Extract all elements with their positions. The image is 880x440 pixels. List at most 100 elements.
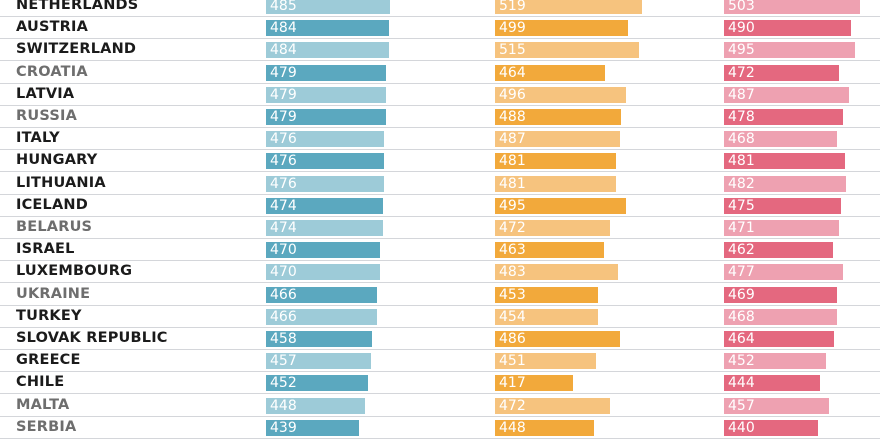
score-value-label: 457 xyxy=(270,353,297,370)
country-label: AUSTRIA xyxy=(16,19,89,36)
country-label: MALTA xyxy=(16,396,70,413)
score-value-label: 481 xyxy=(499,175,526,192)
score-bar: 472 xyxy=(495,397,611,414)
table-row: RUSSIA 479 488 478 xyxy=(0,106,880,128)
score-value-label: 490 xyxy=(728,20,755,37)
table-row: ITALY 476 487 468 xyxy=(0,128,880,151)
score-value-label: 417 xyxy=(499,375,526,392)
score-bar: 481 xyxy=(495,153,617,170)
score-value-label: 479 xyxy=(270,64,297,81)
score-bar: 466 xyxy=(266,286,378,303)
score-value-label: 448 xyxy=(499,419,526,436)
score-value-label: 470 xyxy=(270,242,297,259)
score-bar: 452 xyxy=(724,353,826,370)
score-bar: 490 xyxy=(724,20,852,37)
score-value-label: 495 xyxy=(728,42,755,59)
table-row: MALTA 448 472 457 xyxy=(0,395,880,417)
country-label: ICELAND xyxy=(16,196,88,213)
country-label: UKRAINE xyxy=(16,285,91,302)
score-value-label: 474 xyxy=(270,197,297,214)
score-value-label: 471 xyxy=(728,220,755,236)
score-value-label: 475 xyxy=(728,197,755,214)
score-bar: 474 xyxy=(266,197,383,214)
country-label: TURKEY xyxy=(16,307,82,324)
score-bar: 483 xyxy=(495,264,618,281)
score-value-label: 468 xyxy=(728,308,755,325)
country-label: GREECE xyxy=(16,352,81,369)
score-bar: 476 xyxy=(266,175,384,192)
table-row: LUXEMBOURG 470 483 477 xyxy=(0,261,880,284)
score-value-label: 439 xyxy=(270,419,297,436)
score-bar: 417 xyxy=(495,375,574,392)
score-value-label: 470 xyxy=(270,264,297,281)
score-bar: 470 xyxy=(266,264,380,281)
table-row: UKRAINE 466 453 469 xyxy=(0,284,880,306)
score-value-label: 464 xyxy=(499,64,526,81)
table-row: CHILE 452 417 444 xyxy=(0,372,880,395)
table-row: SERBIA 439 448 440 xyxy=(0,417,880,439)
score-bar: 468 xyxy=(724,308,837,325)
score-bar: 479 xyxy=(266,86,386,103)
score-bar: 463 xyxy=(495,242,605,259)
score-value-label: 499 xyxy=(499,20,526,37)
score-bar: 475 xyxy=(724,197,842,214)
score-bar: 464 xyxy=(495,64,605,81)
score-bar: 496 xyxy=(495,86,627,103)
score-bar: 454 xyxy=(495,308,599,325)
country-label: RUSSIA xyxy=(16,108,77,124)
score-bar: 457 xyxy=(266,353,372,370)
country-label: SWITZERLAND xyxy=(16,41,137,58)
score-value-label: 472 xyxy=(728,64,755,81)
score-value-label: 451 xyxy=(499,353,526,370)
country-label: CHILE xyxy=(16,374,65,391)
score-bar: 440 xyxy=(724,419,818,436)
score-bar: 515 xyxy=(495,42,640,59)
score-bar: 474 xyxy=(266,220,383,236)
score-value-label: 472 xyxy=(499,220,526,236)
score-value-label: 478 xyxy=(728,109,755,125)
table-row: ISRAEL 470 463 462 xyxy=(0,239,880,262)
score-value-label: 476 xyxy=(270,131,297,148)
score-value-label: 481 xyxy=(728,153,755,170)
score-bar: 481 xyxy=(495,175,617,192)
score-value-label: 486 xyxy=(499,331,526,347)
score-value-label: 515 xyxy=(499,42,526,59)
score-value-label: 466 xyxy=(270,308,297,325)
country-label: BELARUS xyxy=(16,219,93,235)
score-value-label: 464 xyxy=(728,331,755,347)
score-value-label: 487 xyxy=(728,86,755,103)
score-value-label: 487 xyxy=(499,131,526,148)
score-value-label: 519 xyxy=(499,0,526,14)
table-row: ICELAND 474 495 475 xyxy=(0,195,880,217)
score-bar: 479 xyxy=(266,64,386,81)
score-value-label: 453 xyxy=(499,286,526,303)
score-value-label: 458 xyxy=(270,331,297,347)
score-value-label: 484 xyxy=(270,42,297,59)
score-bar: 499 xyxy=(495,20,629,37)
score-value-label: 448 xyxy=(270,397,297,414)
score-bar: 478 xyxy=(724,109,844,125)
score-value-label: 481 xyxy=(499,153,526,170)
score-bar: 466 xyxy=(266,308,378,325)
score-bar: 495 xyxy=(495,197,626,214)
score-value-label: 483 xyxy=(499,264,526,281)
score-bar: 468 xyxy=(724,131,837,148)
table-row: LITHUANIA 476 481 482 xyxy=(0,173,880,195)
score-bar: 472 xyxy=(724,64,840,81)
table-row: GREECE 457 451 452 xyxy=(0,350,880,373)
score-value-label: 488 xyxy=(499,109,526,125)
score-bar: 519 xyxy=(495,0,642,14)
score-bar: 487 xyxy=(724,86,850,103)
country-label: SLOVAK REPUBLIC xyxy=(16,330,168,346)
country-label: ISRAEL xyxy=(16,241,75,258)
score-value-label: 476 xyxy=(270,175,297,192)
score-value-label: 472 xyxy=(499,397,526,414)
score-value-label: 479 xyxy=(270,86,297,103)
score-bar: 458 xyxy=(266,331,372,347)
score-value-label: 452 xyxy=(270,375,297,392)
score-bar: 481 xyxy=(724,153,846,170)
score-value-label: 457 xyxy=(728,397,755,414)
table-row: HUNGARY 476 481 481 xyxy=(0,150,880,173)
country-label: CROATIA xyxy=(16,63,88,80)
table-row: BELARUS 474 472 471 xyxy=(0,217,880,239)
